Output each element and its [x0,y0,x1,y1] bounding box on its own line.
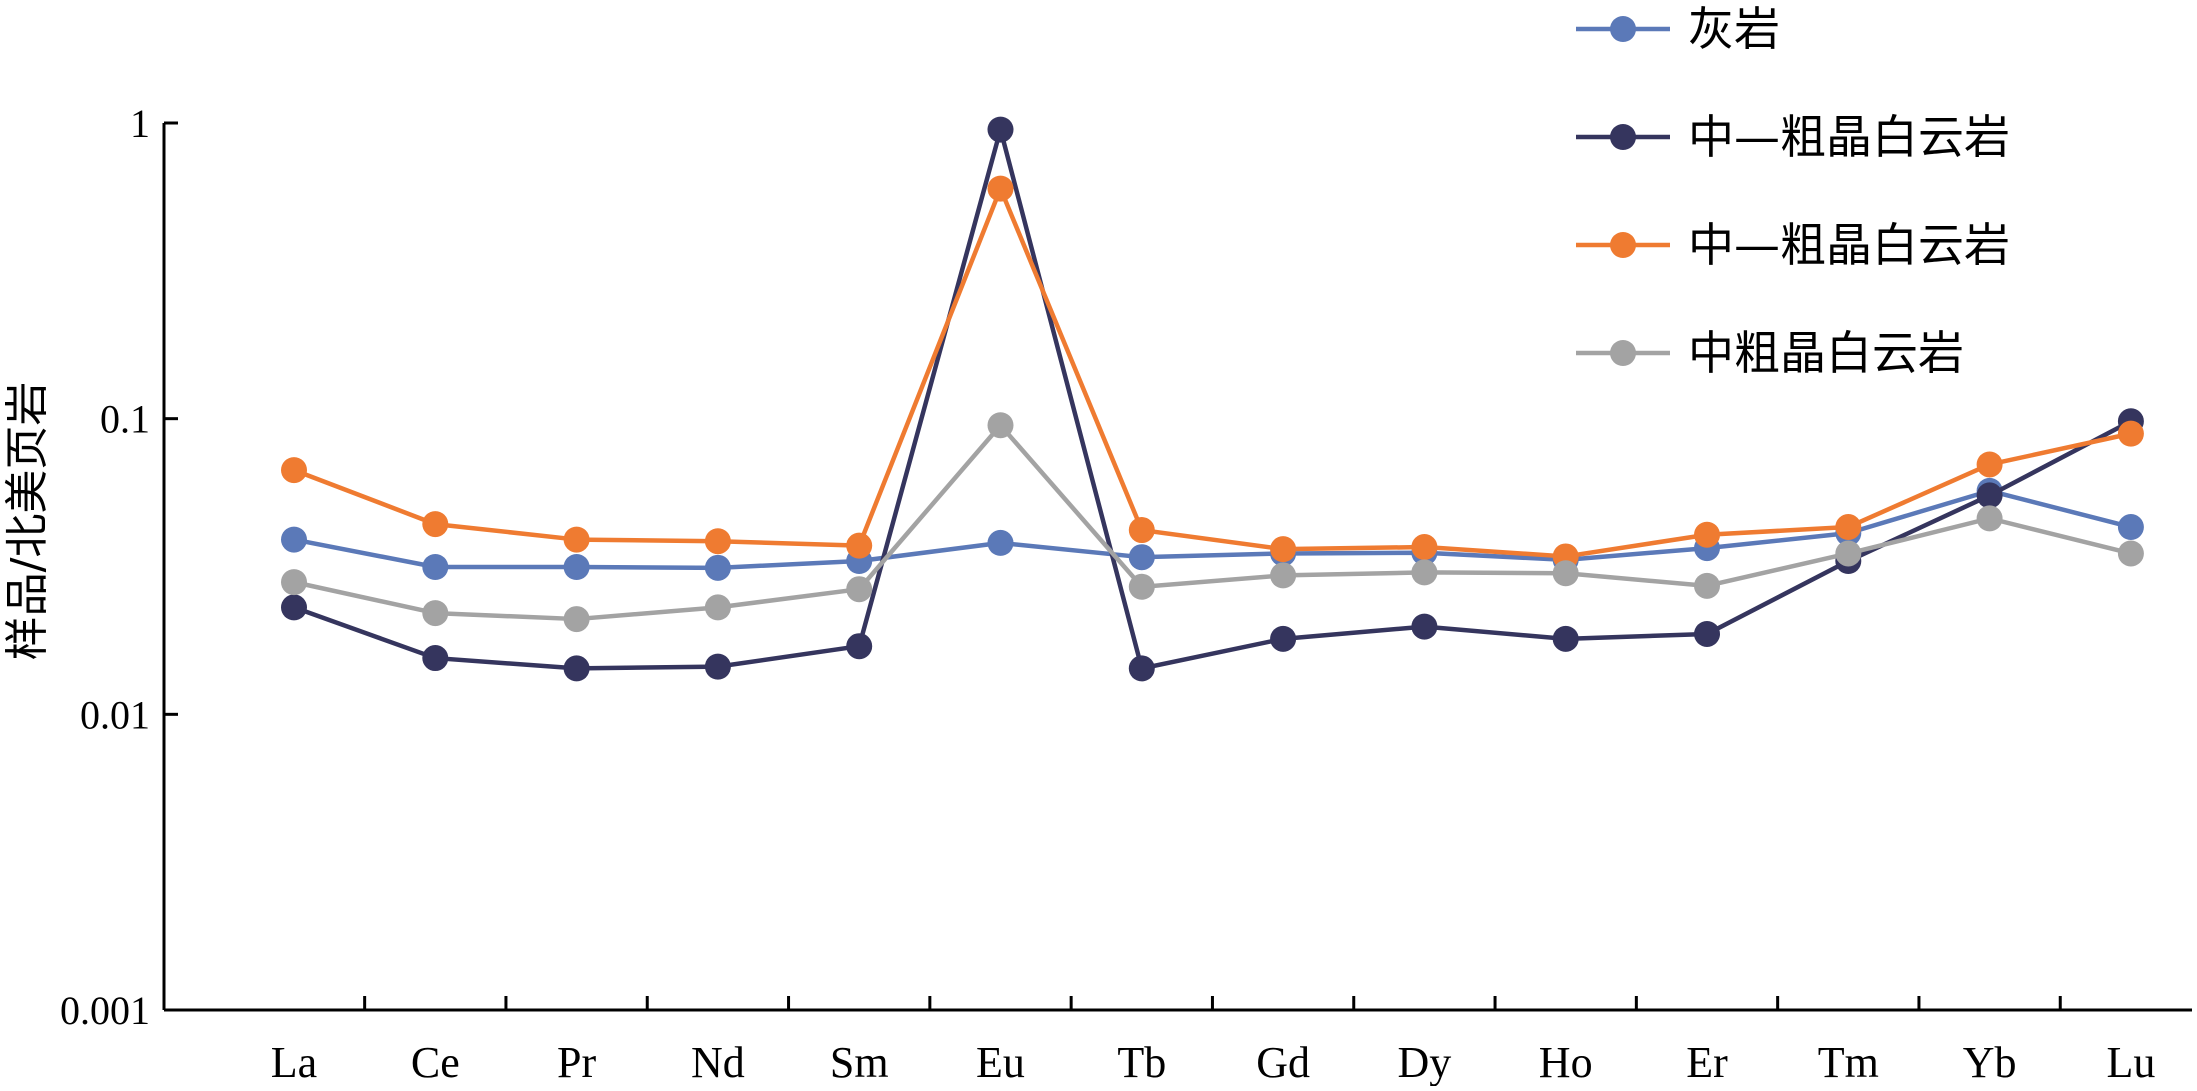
x-tick-label: Dy [1398,1038,1452,1086]
data-point [704,653,731,680]
y-axis-label: 样品/北美页岩 [2,382,53,661]
data-point [281,569,307,596]
series-3 [281,175,2144,570]
data-point [2117,420,2144,447]
data-point [846,532,873,559]
legend-item: 中粗晶白云岩 [1576,326,1964,380]
data-point [563,655,590,682]
x-tick-label: Yb [1963,1038,2017,1086]
data-point [704,554,731,581]
data-point [1976,451,2003,478]
x-tick-label: Tm [1818,1038,1879,1086]
series-1 [281,477,2144,581]
series-2 [281,116,2144,682]
legend-swatch-marker [1610,232,1636,258]
legend-label: 中粗晶白云岩 [1688,326,1964,380]
axes: 1 0.1 0.01 0.001 La Ce Pr Nd Sm Eu Tb Gd Dy Ho Er Tm Yb L… [60,101,2192,1087]
x-tick-label: Nd [691,1038,745,1086]
data-point [422,600,449,627]
data-point [704,528,731,555]
x-tick-label: Tb [1117,1038,1166,1086]
data-point [987,529,1014,556]
data-point [1976,482,2003,509]
data-point [1270,625,1297,652]
data-point [1694,572,1720,599]
legend-label: 灰岩 [1688,2,1780,56]
data-point [987,116,1014,143]
series-line [293,423,2132,622]
data-point [1128,517,1155,544]
data-point [1128,544,1155,571]
x-tick-label: Gd [1256,1038,1310,1086]
data-point [422,645,449,672]
series-4 [281,412,2144,633]
y-tick-label: 0.001 [60,988,150,1033]
series-layer [281,116,2144,682]
data-point [987,412,1014,439]
legend-swatch-marker [1610,124,1636,150]
legend-label: 中—粗晶白云岩 [1688,110,2010,164]
data-point [563,606,590,633]
y-tick-label: 1 [130,101,150,146]
data-point [281,526,307,553]
x-tick-label: Ce [411,1038,460,1086]
data-point [1835,514,1862,541]
data-point [563,553,590,580]
data-point [1552,560,1579,587]
series-line [293,186,2132,559]
x-tick-label: Ho [1539,1038,1593,1086]
y-tick-label: 0.01 [80,692,150,737]
series-line [293,127,2132,671]
data-point [1270,536,1297,563]
data-point [704,594,731,621]
data-point [1128,655,1155,682]
data-point [563,526,590,553]
series-line [293,488,2132,571]
data-point [281,457,307,484]
x-tick-label: La [271,1038,317,1086]
x-tick-label: Er [1686,1038,1728,1086]
data-point [1128,573,1155,600]
x-tick-label: Lu [2106,1038,2155,1086]
data-point [846,576,873,603]
legend-swatch-marker [1610,340,1636,366]
data-point [1694,521,1720,548]
y-tick-label: 0.1 [100,397,150,442]
data-point [1411,559,1438,586]
legend-item: 灰岩 [1576,2,1780,56]
data-point [846,633,873,660]
data-point [1835,540,1862,567]
data-point [1411,613,1438,640]
legend-item: 中—粗晶白云岩 [1576,218,2010,272]
legend-swatch-marker [1610,16,1636,42]
data-point [2117,514,2144,541]
data-point [1270,562,1297,589]
x-tick-label: Sm [830,1038,889,1086]
data-point [1411,534,1438,561]
data-point [987,175,1014,202]
data-point [422,553,449,580]
data-point [1694,620,1720,647]
data-point [422,511,449,538]
data-point [1552,625,1579,652]
data-point [281,594,307,621]
legend-label: 中—粗晶白云岩 [1688,218,2010,272]
data-point [1976,505,2003,532]
data-point [2117,540,2144,567]
x-tick-label: Pr [557,1038,596,1086]
x-tick-label: Eu [976,1038,1025,1086]
legend-item: 中—粗晶白云岩 [1576,110,2010,164]
